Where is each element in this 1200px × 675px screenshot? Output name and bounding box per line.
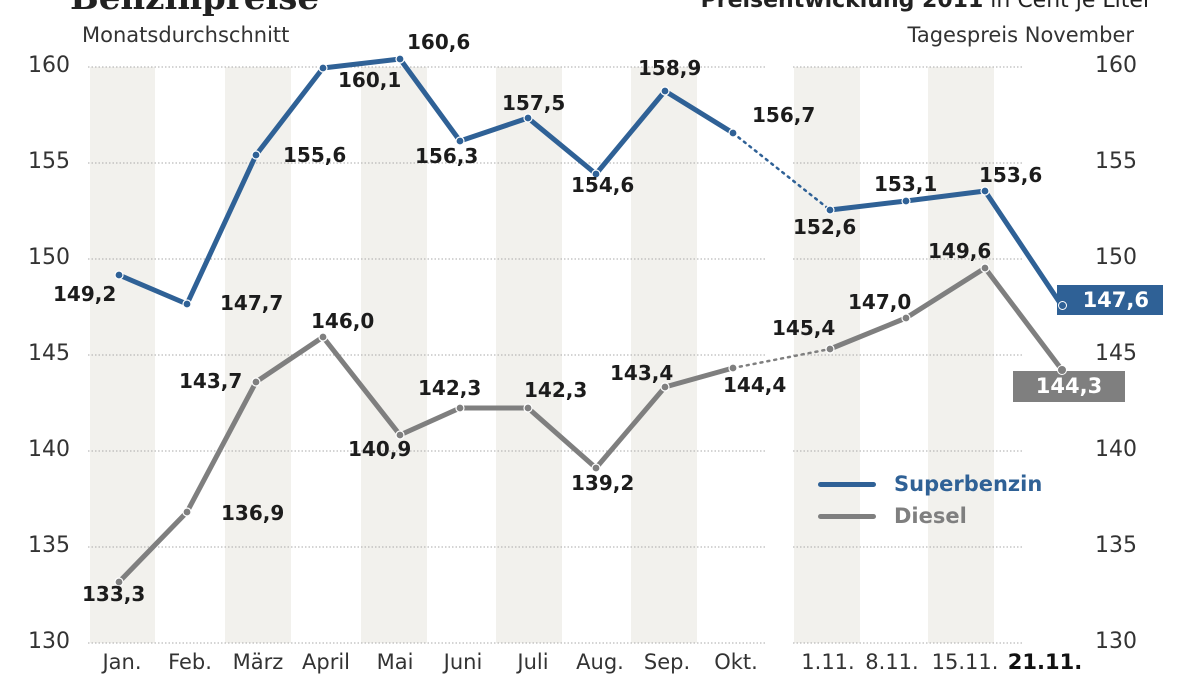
value-label: 133,3 bbox=[82, 582, 146, 606]
x-label: 1.11. bbox=[801, 650, 855, 674]
x-label: Mai bbox=[376, 650, 414, 674]
y-tick: 145 bbox=[1095, 341, 1137, 366]
y-tick: 145 bbox=[28, 341, 70, 366]
superbenzin-current-marker bbox=[1058, 301, 1067, 310]
y-tick: 135 bbox=[1095, 533, 1137, 558]
legend-item-diesel: Diesel bbox=[818, 504, 1042, 528]
legend-line-icon bbox=[818, 481, 876, 487]
value-label: 156,3 bbox=[415, 144, 479, 168]
x-label: April bbox=[302, 650, 350, 674]
y-tick: 130 bbox=[1095, 629, 1137, 654]
chart-title-left: Benzinpreise bbox=[70, 0, 319, 18]
value-label: 143,7 bbox=[179, 369, 243, 393]
value-label: 155,6 bbox=[283, 143, 347, 167]
x-label: 8.11. bbox=[865, 650, 919, 674]
value-label: 140,9 bbox=[348, 437, 412, 461]
value-label: 149,6 bbox=[928, 239, 992, 263]
value-label: 156,7 bbox=[752, 103, 816, 127]
x-label: 15.11. bbox=[931, 650, 999, 674]
x-label: Okt. bbox=[714, 650, 758, 674]
x-label: Jan. bbox=[102, 650, 142, 674]
x-label: Feb. bbox=[168, 650, 212, 674]
legend-label: Diesel bbox=[894, 504, 967, 528]
chart-title-right: Preisentwicklung 2011 in Cent je Liter bbox=[701, 0, 1152, 13]
superbenzin-markers bbox=[114, 54, 990, 309]
legend: Superbenzin Diesel bbox=[818, 472, 1042, 528]
y-tick: 150 bbox=[28, 245, 70, 270]
diesel-markers bbox=[114, 263, 990, 587]
value-label: 154,6 bbox=[571, 173, 635, 197]
x-label: Juli bbox=[517, 650, 549, 674]
value-label: 145,4 bbox=[772, 316, 836, 340]
value-label: 157,5 bbox=[502, 91, 566, 115]
value-label: 158,9 bbox=[638, 56, 702, 80]
x-label: Juni bbox=[443, 650, 483, 674]
y-tick: 160 bbox=[28, 53, 70, 78]
value-label: 153,1 bbox=[874, 172, 938, 196]
diesel-current-marker bbox=[1057, 365, 1067, 375]
y-tick: 135 bbox=[28, 533, 70, 558]
x-label-current: 21.11. bbox=[1007, 650, 1083, 674]
y-tick: 140 bbox=[1095, 437, 1137, 462]
subtitle-monthly: Monatsdurchschnitt bbox=[82, 23, 290, 47]
value-label: 147,7 bbox=[220, 291, 284, 315]
subtitle-daily: Tagespreis November bbox=[907, 23, 1134, 47]
superbenzin-current-value-badge: 147,6 bbox=[1057, 285, 1163, 315]
value-label: 142,3 bbox=[418, 376, 482, 400]
value-label: 143,4 bbox=[610, 361, 674, 385]
legend-item-superbenzin: Superbenzin bbox=[818, 472, 1042, 496]
value-label: 139,2 bbox=[571, 471, 635, 495]
value-label: 153,6 bbox=[979, 163, 1043, 187]
x-label: Sep. bbox=[643, 650, 691, 674]
y-tick: 150 bbox=[1095, 245, 1137, 270]
y-tick: 155 bbox=[1095, 149, 1137, 174]
chart-title-unit: in Cent je Liter bbox=[983, 0, 1152, 13]
value-label: 149,2 bbox=[53, 282, 117, 306]
chart-title-bold: Preisentwicklung 2011 bbox=[700, 0, 984, 13]
value-label: 146,0 bbox=[311, 309, 375, 333]
diesel-current-value-badge: 144,3 bbox=[1013, 371, 1125, 402]
value-label: 160,6 bbox=[407, 30, 471, 54]
value-label: 142,3 bbox=[524, 378, 588, 402]
value-label: 136,9 bbox=[221, 501, 285, 525]
y-tick: 130 bbox=[28, 629, 70, 654]
legend-line-icon bbox=[818, 513, 876, 519]
y-tick: 155 bbox=[28, 149, 70, 174]
y-tick: 140 bbox=[28, 437, 70, 462]
value-label: 152,6 bbox=[793, 215, 857, 239]
legend-label: Superbenzin bbox=[894, 472, 1043, 496]
value-label: 160,1 bbox=[338, 68, 402, 92]
x-label: Aug. bbox=[576, 650, 624, 674]
value-label: 147,0 bbox=[848, 290, 912, 314]
y-tick: 160 bbox=[1095, 53, 1137, 78]
value-label: 144,4 bbox=[723, 373, 787, 397]
series-superbenzin bbox=[116, 56, 1065, 309]
series-diesel bbox=[116, 265, 1065, 585]
grid-lines bbox=[88, 66, 1022, 644]
x-label: März bbox=[232, 650, 284, 674]
